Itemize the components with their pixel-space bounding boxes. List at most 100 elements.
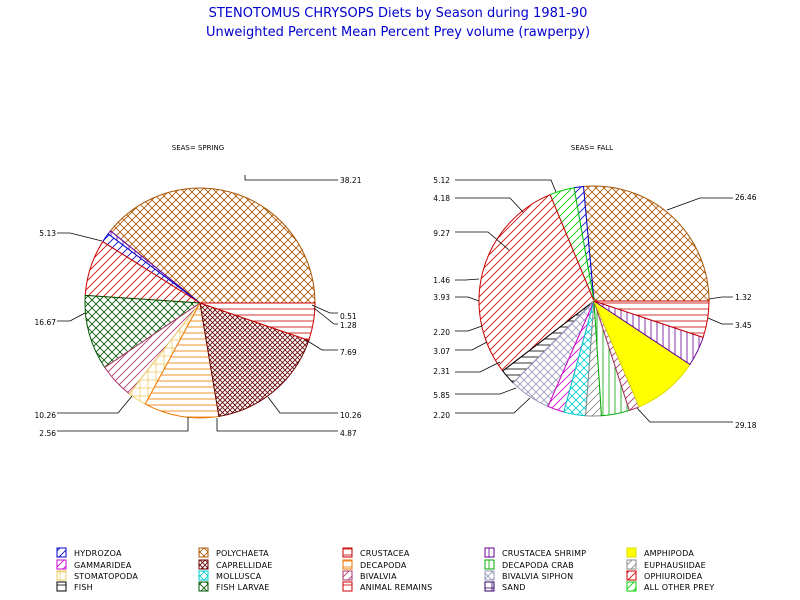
legend-label: POLYCHAETA	[216, 549, 269, 558]
pie-slice-decapoda	[144, 301, 220, 419]
slice-label-crustacea-shrimp: 0.51	[340, 312, 357, 321]
legend-label: OPHIUROIDEA	[644, 572, 703, 581]
legend-item-fish: FISH	[56, 581, 93, 592]
legend-item-ophiuroidea: OPHIUROIDEA	[626, 570, 703, 581]
slice-label-mollusca: 3.07	[433, 347, 450, 356]
legend-label: BIVALVIA SIPHON	[502, 572, 573, 581]
legend-item-fish-larvae: FISH LARVAE	[198, 581, 270, 592]
legend-swatch	[484, 581, 495, 592]
leader-line-gammaridea	[455, 361, 501, 373]
legend-label: HYDROZOA	[74, 549, 122, 558]
slice-label-fish: 2.20	[433, 411, 450, 420]
legend-label: BIVALVIA	[360, 572, 397, 581]
legend-item-decapoda: DECAPODA	[342, 559, 407, 570]
legend-swatch	[56, 559, 67, 570]
legend-swatch	[342, 581, 353, 592]
legend-swatch	[484, 547, 495, 558]
legend-item-animal-remains: ANIMAL REMAINS	[342, 581, 432, 592]
leader-line-fish	[455, 397, 531, 414]
legend-label: CAPRELLIDAE	[216, 561, 273, 570]
slice-label-polychaeta: 26.46	[735, 193, 757, 202]
legend-item-hydrozoa: HYDROZOA	[56, 547, 122, 558]
legend-label: AMPHIPODA	[644, 549, 694, 558]
legend-swatch	[484, 570, 495, 581]
pie-chart-seas-fall: SEAS= FALL 26.46 1.32 3.45 29.18 2.20 5.85 2.31…	[433, 144, 756, 430]
legend-swatch	[626, 570, 637, 581]
pie-slice-ophiuroidea	[478, 194, 595, 372]
legend-item-caprellidae: CAPRELLIDAE	[198, 559, 273, 570]
legend-item-crustacea-shrimp: CRUSTACEA SHRIMP	[484, 547, 586, 558]
slice-label-crustacea: 5.13	[39, 229, 56, 238]
legend-swatch	[56, 547, 67, 558]
legend-swatch	[342, 547, 353, 558]
legend-swatch	[198, 559, 209, 570]
slice-label-decapoda-crab: 3.93	[433, 293, 450, 302]
slice-label-euphausiidae: 2.20	[433, 328, 450, 337]
slice-label-amphipoda: 9.27	[433, 229, 450, 238]
legend-item-all-other-prey: ALL OTHER PREY	[626, 581, 714, 592]
leader-line-polychaeta	[666, 197, 733, 211]
slice-label-stomatopoda: 2.56	[39, 429, 56, 438]
pie-slice-polychaeta	[582, 185, 710, 302]
slice-label-gammaridea: 2.31	[433, 367, 450, 376]
pie-slice-crustacea	[593, 300, 710, 338]
chart-subtitle: Unweighted Percent Mean Percent Prey vol…	[206, 25, 590, 40]
legend-swatch	[198, 581, 209, 592]
slice-label-hydrozoa: 1.32	[735, 293, 752, 302]
legend-item-crustacea: CRUSTACEA	[342, 547, 410, 558]
legend-swatch	[198, 547, 209, 558]
pie-slice-crustacea	[199, 302, 316, 341]
leader-line-crustacea-shrimp	[455, 197, 524, 213]
legend-item-amphipoda: AMPHIPODA	[626, 547, 694, 558]
legend-label: CRUSTACEA	[360, 549, 410, 558]
legend: HYDROZOA POLYCHAETA CRUSTACEA CRUSTACEA SHR…	[56, 547, 714, 592]
legend-swatch	[342, 570, 353, 581]
slice-label-fish-larvae: 10.26	[340, 411, 362, 420]
legend-item-polychaeta: POLYCHAETA	[198, 547, 269, 558]
legend-swatch	[342, 559, 353, 570]
slice-label-ophiuroidea: 7.69	[340, 348, 357, 357]
legend-item-sand: SAND	[484, 581, 526, 592]
legend-swatch	[626, 547, 637, 558]
slice-label-polychaeta: 38.21	[340, 176, 362, 185]
legend-label: DECAPODA	[360, 561, 407, 570]
leader-line-polychaeta	[244, 175, 338, 181]
leader-line-crustacea-shrimp	[311, 304, 338, 314]
leader-line-hydrozoa	[708, 296, 733, 300]
slice-label-decapoda: 10.26	[35, 411, 57, 420]
slice-label-hydrozoa: 1.28	[340, 321, 357, 330]
legend-item-stomatopoda: STOMATOPODA	[56, 570, 138, 581]
leader-line-ophiuroidea	[636, 407, 733, 423]
legend-label: STOMATOPODA	[74, 572, 138, 581]
pie-slice-fish-larvae	[84, 294, 202, 369]
slice-label-crustacea-shrimp: 4.18	[433, 194, 450, 203]
slice-label-caprellidae: 16.67	[35, 318, 57, 327]
leader-line-mollusca	[455, 341, 488, 351]
slice-label-crustacea: 5.12	[433, 176, 450, 185]
legend-label: SAND	[502, 583, 526, 592]
leader-line-euphausiidae	[455, 325, 483, 332]
legend-item-bivalvia: BIVALVIA	[342, 570, 397, 581]
leader-line-bivalvia	[455, 278, 480, 281]
pie-chart-seas-spring: SEAS= SPRING 38.21 0.511.28 7.69 10.26 4.87 2.…	[35, 144, 362, 438]
legend-item-euphausiidae: EUPHAUSIIDAE	[626, 559, 706, 570]
legend-label: ANIMAL REMAINS	[360, 583, 432, 592]
legend-item-bivalvia-siphon: BIVALVIA SIPHON	[484, 570, 573, 581]
leader-line-hydrozoa	[313, 307, 338, 325]
legend-item-gammaridea: GAMMARIDEA	[56, 559, 132, 570]
leader-line-crustacea	[455, 179, 557, 193]
pie-title: SEAS= SPRING	[172, 144, 224, 152]
leader-line-all-other-prey	[707, 317, 733, 325]
legend-swatch	[198, 570, 209, 581]
chart-title: STENOTOMUS CHRYSOPS Diets by Season duri…	[209, 6, 588, 21]
pies-group: SEAS= SPRING 38.21 0.511.28 7.69 10.26 4.87 2.…	[35, 144, 757, 438]
pie-slice-polychaeta	[109, 187, 316, 304]
legend-label: FISH LARVAE	[216, 583, 270, 592]
slice-label-all-other-prey: 3.45	[735, 321, 752, 330]
legend-label: GAMMARIDEA	[74, 561, 132, 570]
leader-line-decapoda	[57, 395, 133, 414]
legend-item-decapoda-crab: DECAPODA CRAB	[484, 559, 574, 570]
legend-label: FISH	[74, 583, 93, 592]
leader-line-amphipoda	[455, 231, 510, 251]
